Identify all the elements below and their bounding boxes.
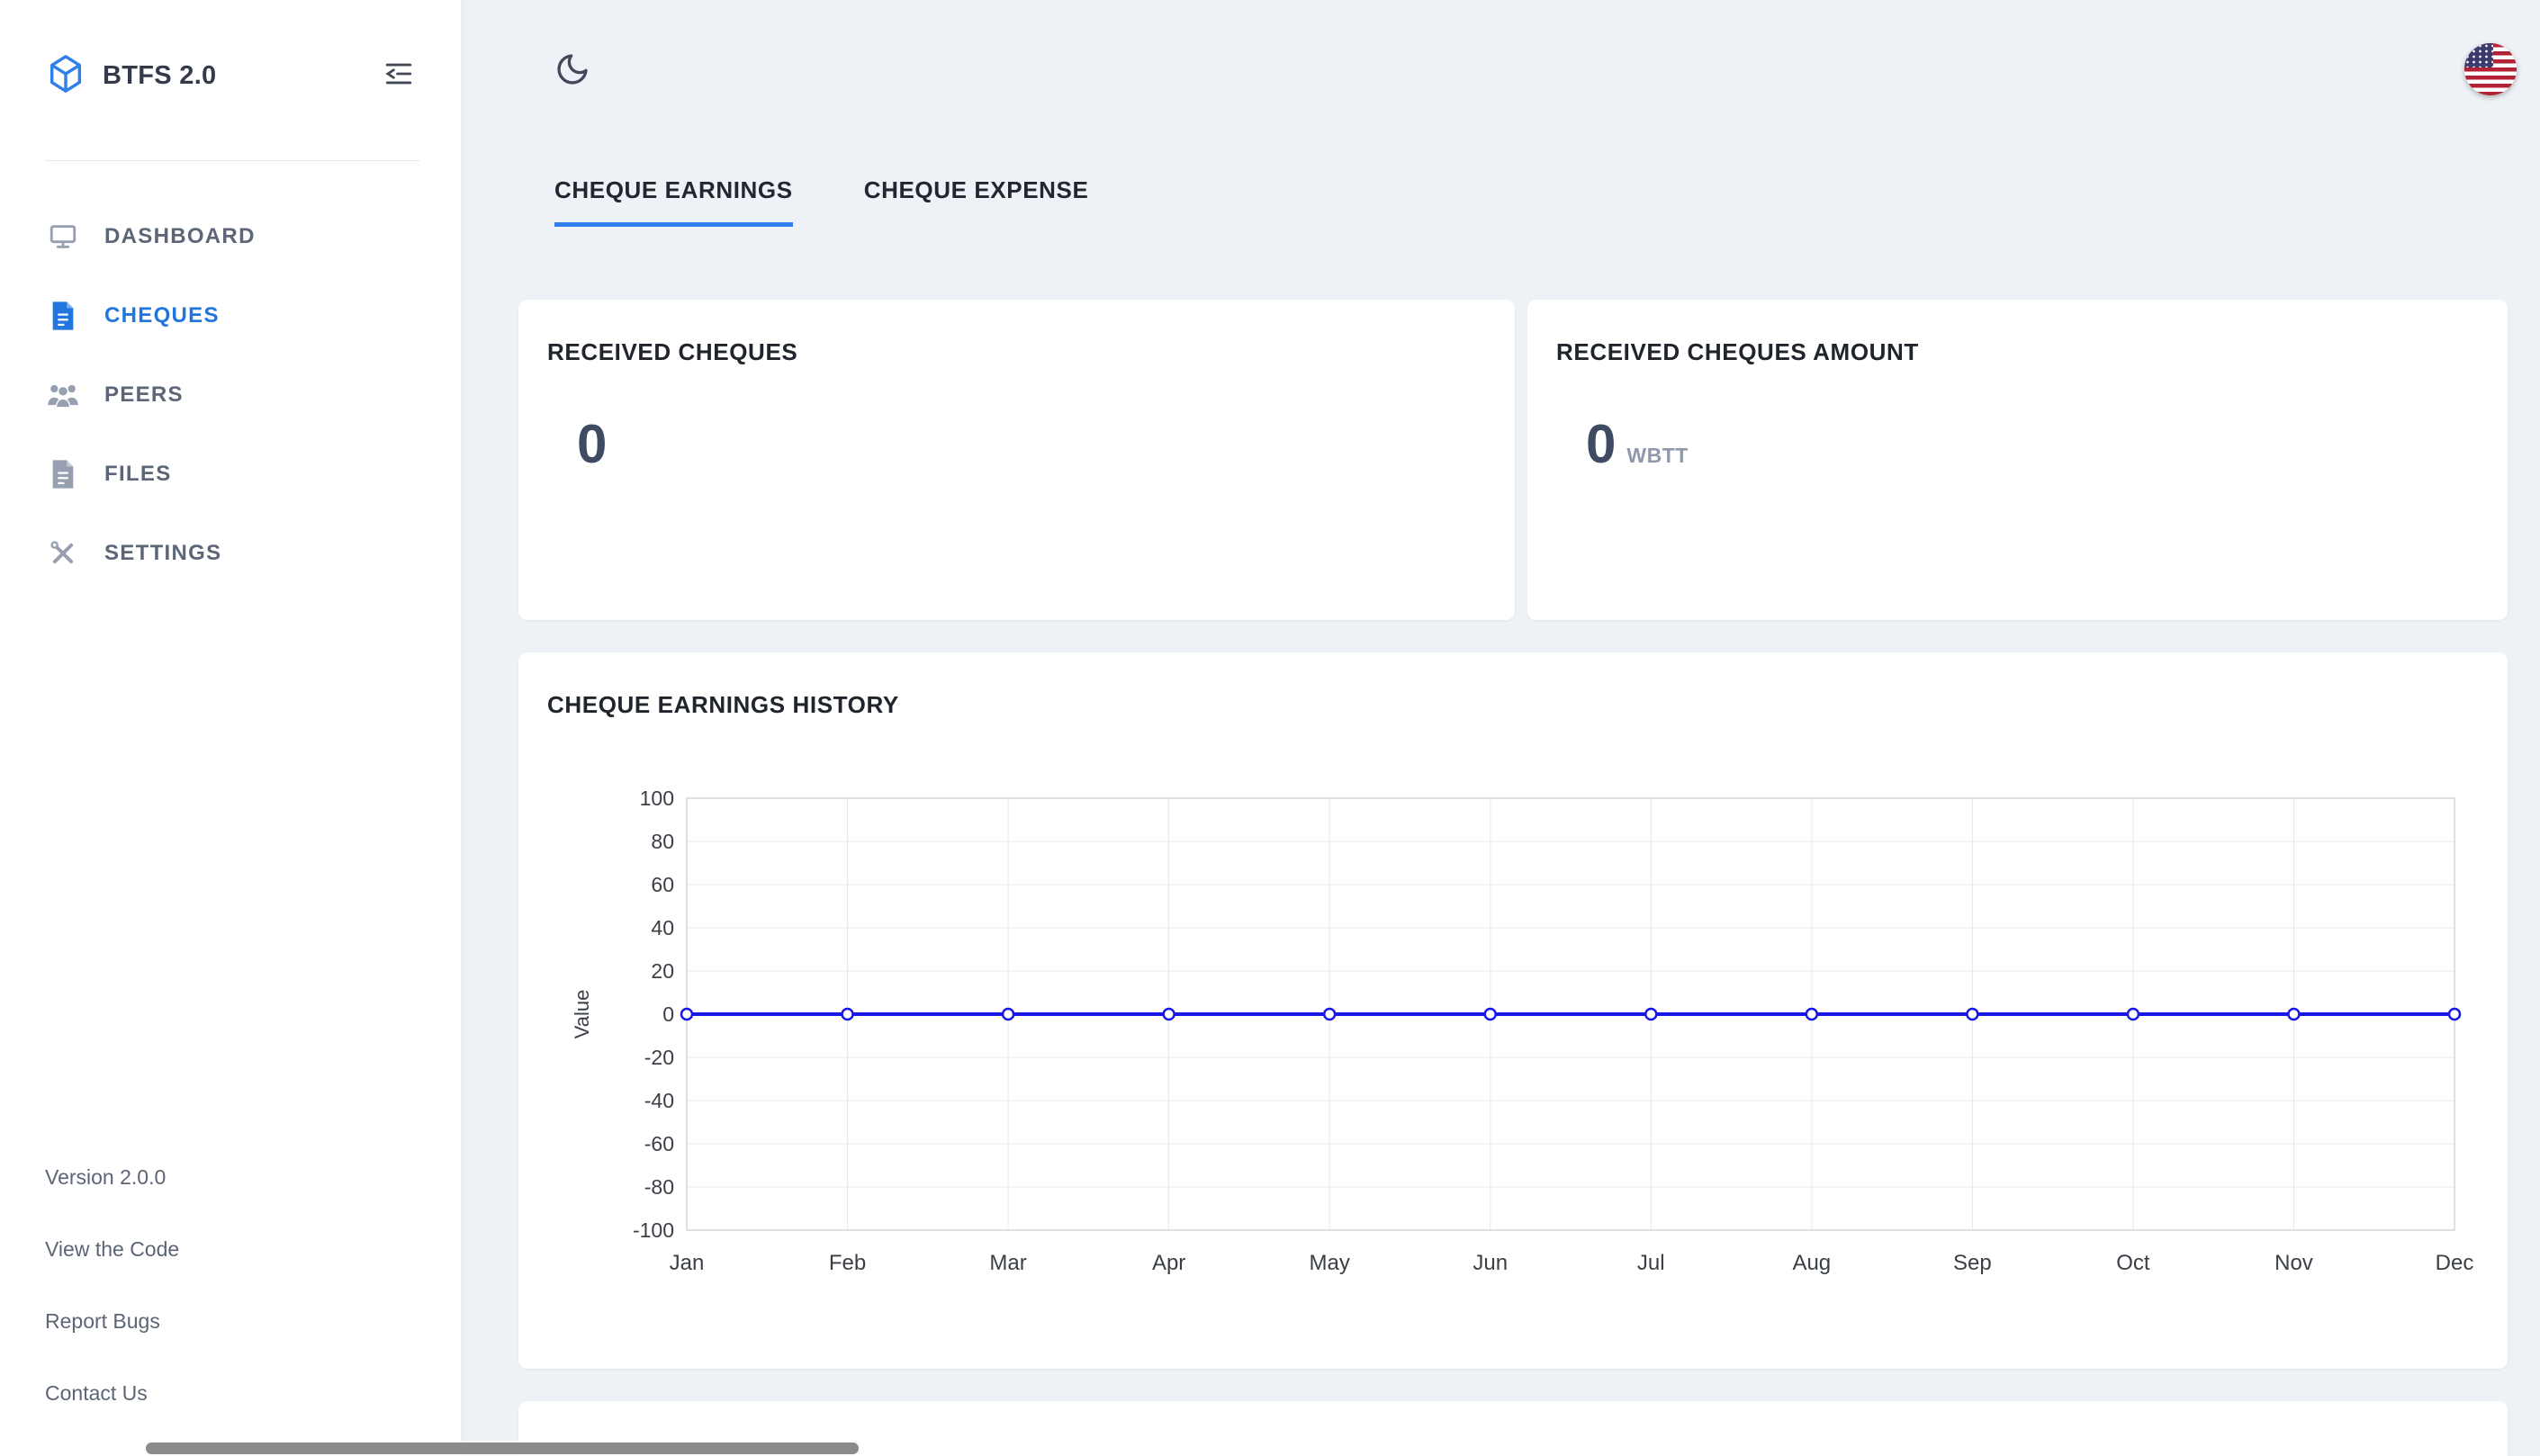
version-text: Version 2.0.0 xyxy=(45,1164,167,1189)
received-cheques-amount-title: RECEIVED CHEQUES AMOUNT xyxy=(1556,338,1919,365)
sidebar-item-label: SETTINGS xyxy=(104,541,222,565)
svg-text:Jan: Jan xyxy=(670,1251,705,1275)
dark-mode-toggle[interactable] xyxy=(552,50,593,92)
sidebar-item-dashboard[interactable]: DASHBOARD xyxy=(0,197,461,276)
svg-text:60: 60 xyxy=(651,873,674,896)
svg-text:Jul: Jul xyxy=(1637,1251,1665,1275)
view-the-code-link[interactable]: View the Code xyxy=(45,1236,180,1261)
sidebar-item-peers[interactable]: PEERS xyxy=(0,355,461,435)
report-bugs-link[interactable]: Report Bugs xyxy=(45,1308,160,1333)
cheque-tabs: CHEQUE EARNINGS CHEQUE EXPENSE xyxy=(554,176,1088,227)
cheque-earnings-history-card: CHEQUE EARNINGS HISTORY 100 80 60 40 20 0 -20 -… xyxy=(518,652,2508,1369)
received-cheques-amount-value: 0 xyxy=(1586,414,1617,474)
monitor-icon xyxy=(45,221,81,252)
cheque-file-icon xyxy=(45,301,81,331)
svg-text:80: 80 xyxy=(651,830,674,853)
sidebar-item-label: DASHBOARD xyxy=(104,224,256,248)
received-cheques-amount-unit: WBTT xyxy=(1626,444,1689,467)
svg-text:-60: -60 xyxy=(644,1132,674,1155)
svg-text:Oct: Oct xyxy=(2116,1251,2150,1275)
svg-text:Apr: Apr xyxy=(1152,1251,1185,1275)
svg-text:20: 20 xyxy=(651,959,674,983)
sidebar-item-cheques[interactable]: CHEQUES xyxy=(0,276,461,355)
sidebar-item-settings[interactable]: SETTINGS xyxy=(0,514,461,593)
svg-text:-40: -40 xyxy=(644,1089,674,1112)
svg-text:Mar: Mar xyxy=(989,1251,1026,1275)
app-title: BTFS 2.0 xyxy=(103,60,217,90)
svg-text:0: 0 xyxy=(662,1002,674,1026)
tab-cheque-earnings[interactable]: CHEQUE EARNINGS xyxy=(554,176,793,227)
svg-text:Feb: Feb xyxy=(829,1251,866,1275)
horizontal-scrollbar-thumb[interactable] xyxy=(146,1443,859,1454)
sidebar-item-files[interactable]: FILES xyxy=(0,435,461,514)
svg-text:-100: -100 xyxy=(633,1218,674,1242)
received-cheques-card: RECEIVED CHEQUES 0 xyxy=(518,300,1515,620)
tools-icon xyxy=(45,538,81,569)
svg-text:-80: -80 xyxy=(644,1175,674,1199)
svg-text:Aug: Aug xyxy=(1792,1251,1831,1275)
svg-text:40: 40 xyxy=(651,916,674,939)
file-icon xyxy=(45,459,81,490)
main-content: CHEQUE EARNINGS CHEQUE EXPENSE RECEIVED … xyxy=(462,0,2540,1456)
us-flag-icon xyxy=(2464,43,2493,68)
received-cheques-amount-card: RECEIVED CHEQUES AMOUNT 0 WBTT xyxy=(1527,300,2508,620)
chart-title: CHEQUE EARNINGS HISTORY xyxy=(547,691,899,718)
tab-cheque-expense[interactable]: CHEQUE EXPENSE xyxy=(863,176,1089,203)
stat-cards-row: RECEIVED CHEQUES 0 RECEIVED CHEQUES AMOU… xyxy=(518,300,2508,620)
sidebar-divider xyxy=(45,160,419,161)
sidebar-item-label: PEERS xyxy=(104,382,184,407)
earnings-chart: 100 80 60 40 20 0 -20 -40 -60 -80 -100 Jan Feb Mar Apr… xyxy=(571,786,2474,1275)
language-flag-button[interactable] xyxy=(2464,43,2517,95)
btfs-cube-icon xyxy=(45,53,86,99)
sidebar-collapse-button[interactable] xyxy=(383,58,414,94)
svg-text:May: May xyxy=(1310,1251,1350,1275)
svg-text:-20: -20 xyxy=(644,1046,674,1069)
sidebar-footer: Version 2.0.0 View the Code Report Bugs … xyxy=(45,1141,179,1429)
svg-text:Jun: Jun xyxy=(1473,1251,1508,1275)
svg-text:Value: Value xyxy=(571,990,593,1039)
received-cheques-title: RECEIVED CHEQUES xyxy=(547,338,798,365)
menu-fold-icon xyxy=(383,58,414,94)
svg-text:Sep: Sep xyxy=(1953,1251,1992,1275)
sidebar-item-label: FILES xyxy=(104,462,172,486)
sidebar-item-label: CHEQUES xyxy=(104,303,220,328)
contact-us-link[interactable]: Contact Us xyxy=(45,1380,148,1405)
svg-text:100: 100 xyxy=(640,786,674,810)
sidebar: BTFS 2.0 DASHBOARD xyxy=(0,0,462,1456)
peers-icon xyxy=(45,381,81,409)
svg-text:Nov: Nov xyxy=(2274,1251,2313,1275)
logo-row: BTFS 2.0 xyxy=(0,0,461,101)
moon-icon xyxy=(554,51,590,92)
sidebar-nav: DASHBOARD CHEQUES xyxy=(0,197,461,593)
app-logo[interactable]: BTFS 2.0 xyxy=(45,53,217,99)
svg-text:Dec: Dec xyxy=(2436,1251,2474,1275)
received-cheques-value: 0 xyxy=(577,414,608,474)
